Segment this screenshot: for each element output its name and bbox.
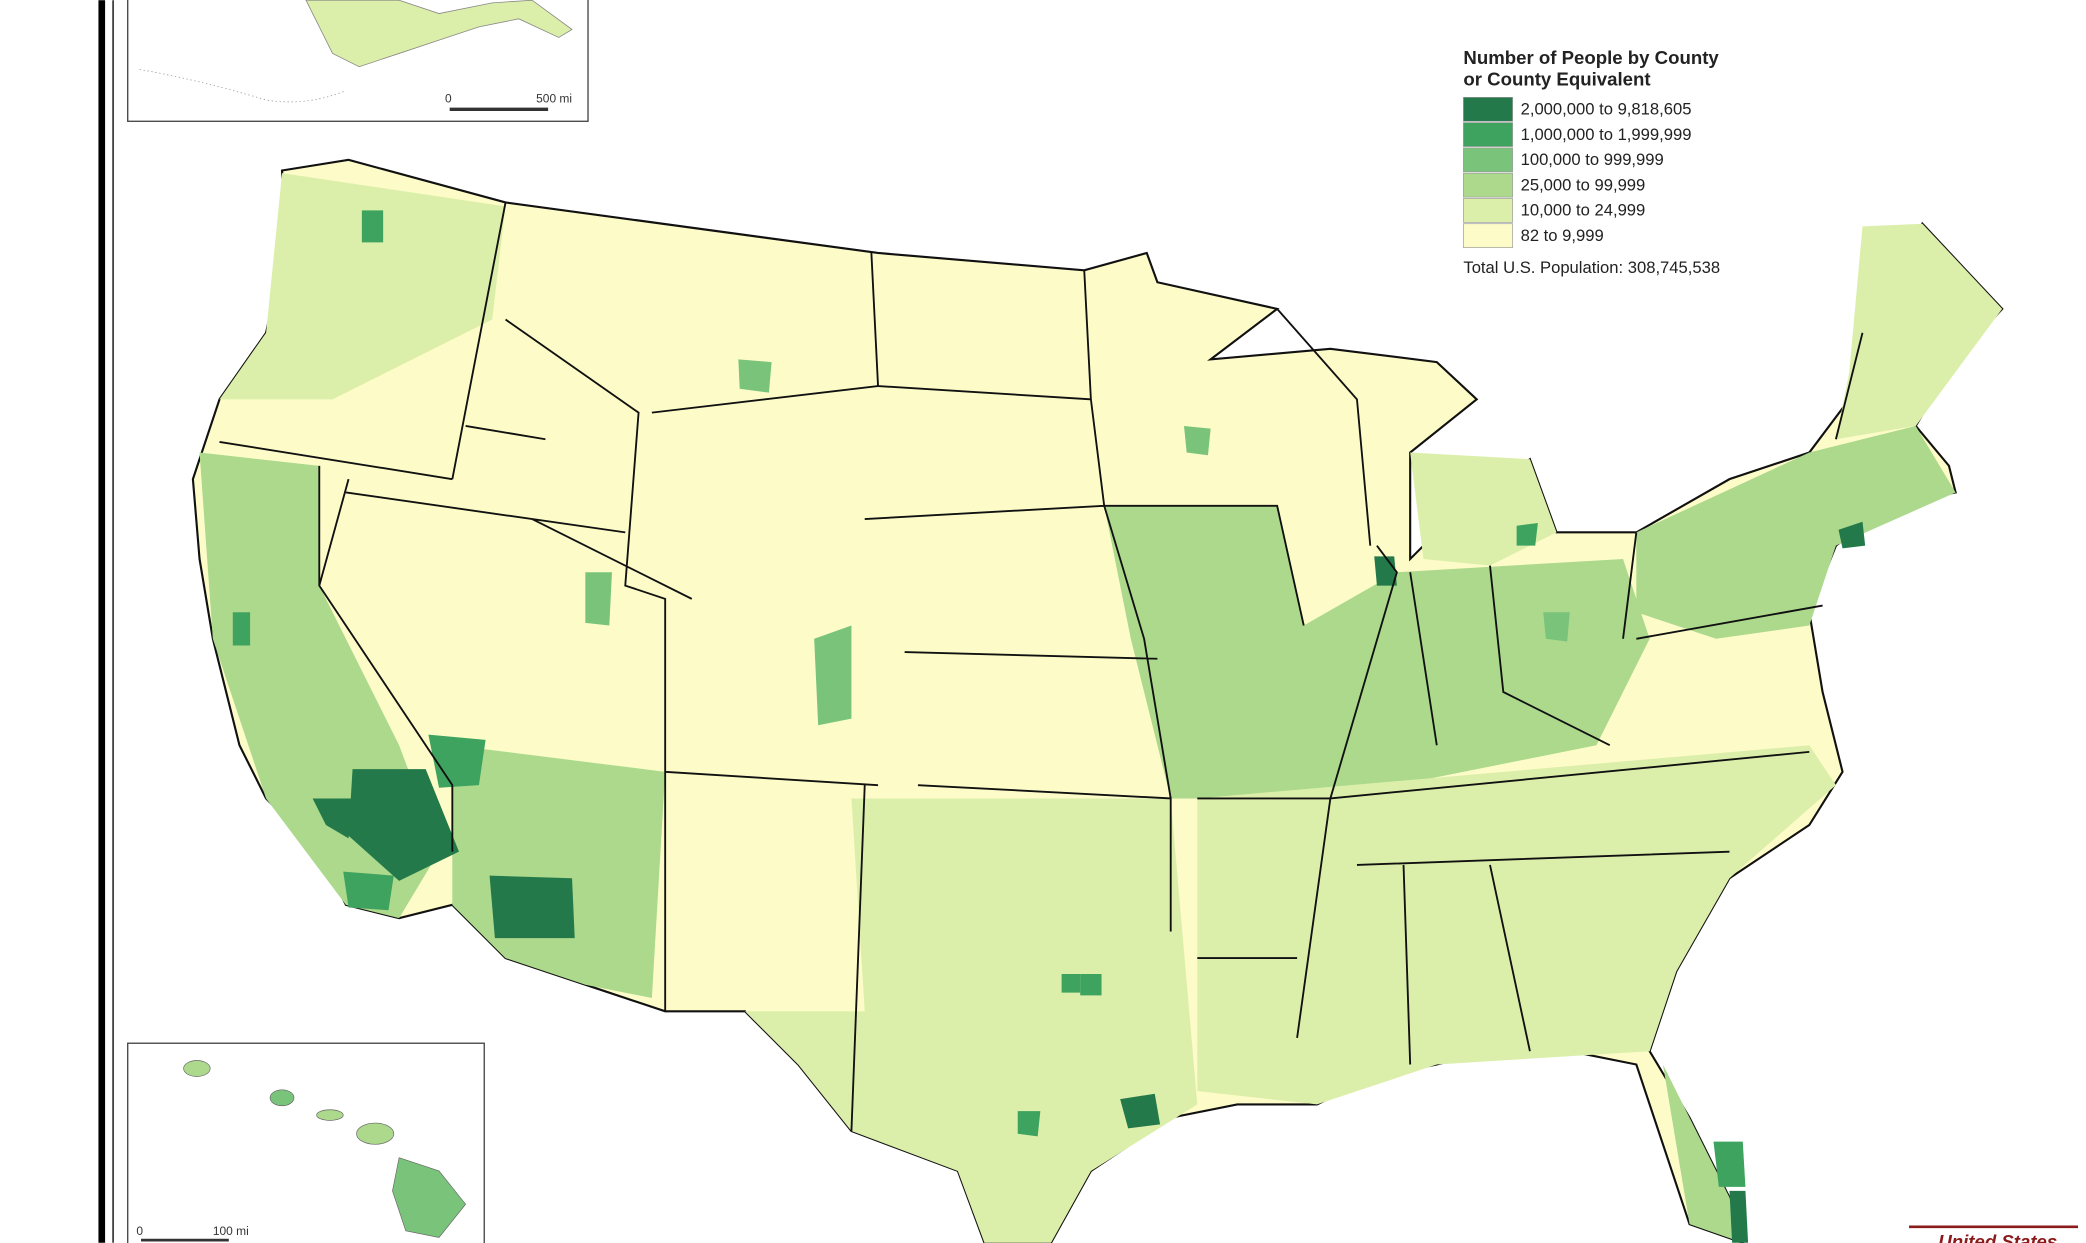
county	[1516, 523, 1538, 546]
region	[1636, 425, 1956, 639]
total-population: Total U.S. Population: 308,745,538	[1463, 258, 1720, 277]
legend-label: 82 to 9,999	[1521, 226, 1604, 245]
island	[183, 1060, 211, 1077]
county	[489, 875, 575, 939]
region	[1197, 745, 1836, 1105]
aleutians	[139, 69, 347, 103]
scale-label: 0	[136, 1224, 143, 1238]
county	[585, 572, 612, 626]
legend-swatch	[1463, 223, 1513, 249]
county	[232, 612, 251, 646]
legend-swatch	[1463, 122, 1513, 147]
legend-swatch	[1463, 172, 1513, 198]
scale-label: 0	[445, 92, 452, 106]
island	[316, 1109, 344, 1121]
county	[1838, 521, 1866, 549]
county	[312, 798, 353, 839]
legend-label: 100,000 to 999,999	[1521, 150, 1664, 169]
legend-swatch	[1463, 198, 1513, 223]
county	[1061, 974, 1081, 993]
logo: United States	[1938, 1231, 2057, 1243]
legend: Number of People by County or County Equ…	[1463, 47, 1720, 277]
left-bar	[98, 0, 106, 1243]
island	[392, 1157, 467, 1238]
legend-title: or County Equivalent	[1463, 68, 1650, 89]
region	[219, 173, 506, 400]
legend-label: 2,000,000 to 9,818,605	[1521, 100, 1692, 119]
region	[745, 798, 1198, 1243]
island	[269, 1089, 295, 1107]
island	[356, 1122, 395, 1145]
alaska	[305, 0, 573, 68]
scale-label: 100 mi	[213, 1224, 249, 1238]
county	[814, 625, 852, 726]
county	[361, 210, 384, 243]
county	[343, 871, 394, 911]
legend-title: Number of People by County	[1463, 47, 1719, 68]
county	[1184, 425, 1211, 456]
legend-label: 25,000 to 99,999	[1521, 175, 1646, 194]
county	[1120, 1093, 1161, 1129]
county	[738, 359, 772, 393]
county	[1713, 1141, 1746, 1187]
alaska-inset	[127, 0, 589, 122]
county	[428, 734, 486, 788]
county	[1543, 612, 1570, 642]
legend-swatch	[1463, 97, 1513, 122]
region	[1835, 223, 2003, 440]
county	[348, 769, 459, 881]
region	[1104, 505, 1650, 799]
region	[1662, 1064, 1743, 1243]
region	[452, 745, 666, 998]
legend-swatch	[1463, 147, 1513, 173]
legend-label: 10,000 to 24,999	[1521, 201, 1646, 220]
county	[1017, 1111, 1041, 1137]
hawaii-inset	[127, 1042, 485, 1243]
scale-label: 500 mi	[536, 92, 572, 106]
county	[1080, 974, 1102, 996]
county	[1729, 1190, 1749, 1243]
legend-label: 1,000,000 to 1,999,999	[1521, 125, 1692, 144]
